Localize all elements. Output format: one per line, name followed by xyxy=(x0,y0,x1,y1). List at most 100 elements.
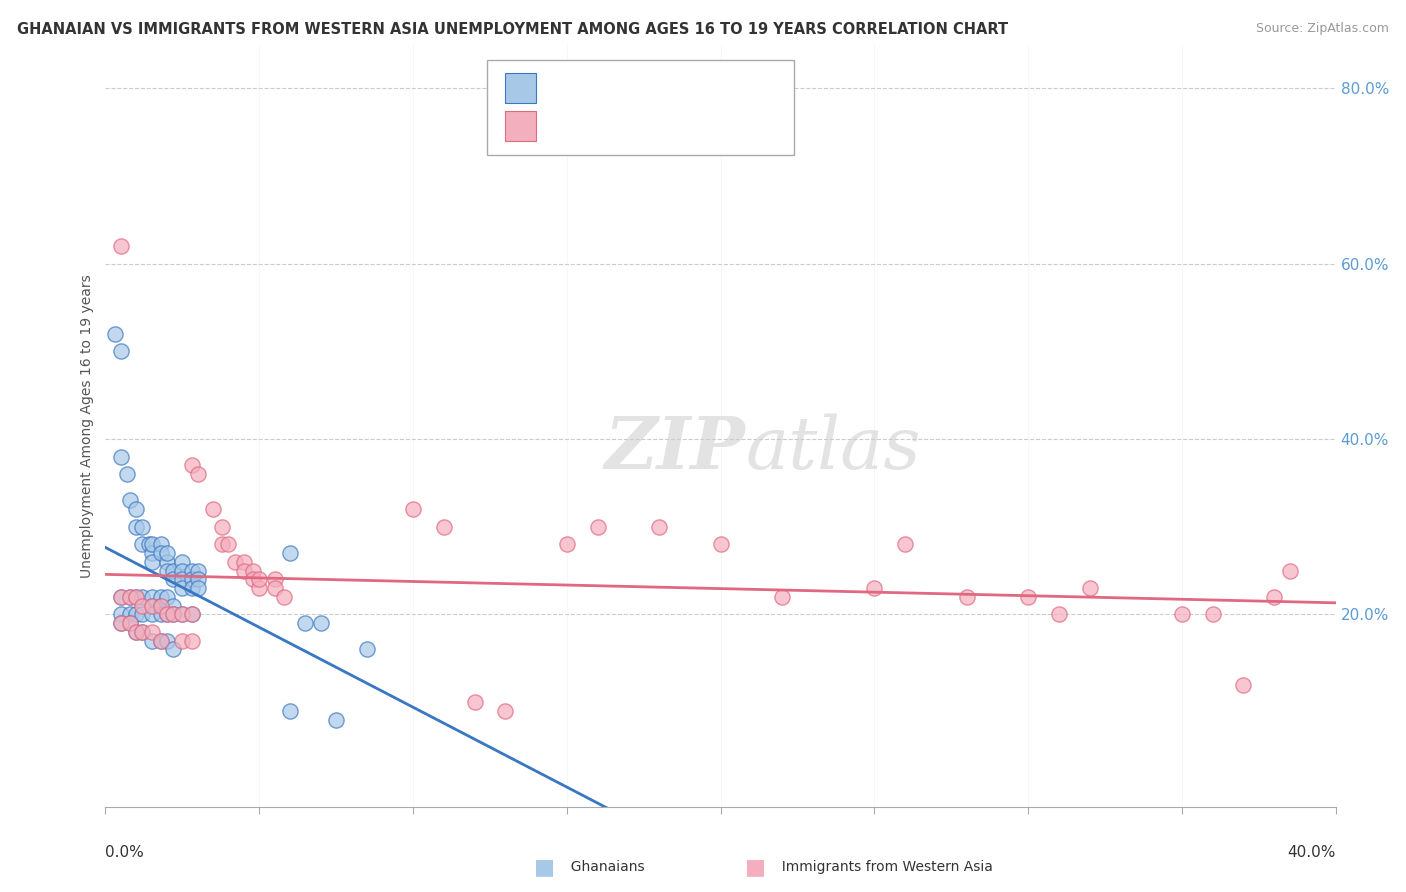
Text: N =: N = xyxy=(659,119,711,134)
Point xyxy=(1232,677,1254,691)
Point xyxy=(125,624,148,639)
Point xyxy=(156,564,179,578)
Point xyxy=(125,520,148,534)
Point xyxy=(1278,564,1301,578)
Point xyxy=(162,607,184,622)
Point xyxy=(141,599,163,613)
Point xyxy=(125,624,148,639)
Point xyxy=(104,326,127,341)
Point xyxy=(433,520,456,534)
Text: 0.0%: 0.0% xyxy=(105,846,145,861)
Point xyxy=(110,607,132,622)
Point xyxy=(172,581,194,595)
Point xyxy=(156,555,179,569)
Point xyxy=(125,590,148,604)
Point xyxy=(555,537,578,551)
Point xyxy=(115,467,138,482)
Point xyxy=(138,537,160,551)
Point xyxy=(278,704,301,718)
Point xyxy=(110,590,132,604)
Point xyxy=(141,633,163,648)
Point xyxy=(187,572,209,586)
Point xyxy=(149,607,172,622)
Point xyxy=(710,537,733,551)
Point xyxy=(648,520,671,534)
Point xyxy=(263,581,285,595)
Point xyxy=(294,616,316,631)
Point xyxy=(232,564,254,578)
Text: -0.046: -0.046 xyxy=(598,80,650,95)
Point xyxy=(309,616,332,631)
Point xyxy=(494,704,516,718)
Point xyxy=(149,633,172,648)
Point xyxy=(120,616,141,631)
Point xyxy=(141,599,163,613)
Point xyxy=(131,520,153,534)
Point xyxy=(211,520,233,534)
Point xyxy=(131,537,153,551)
Point xyxy=(162,607,184,622)
Point xyxy=(218,537,240,551)
Point xyxy=(1017,590,1039,604)
Y-axis label: Unemployment Among Ages 16 to 19 years: Unemployment Among Ages 16 to 19 years xyxy=(80,274,94,578)
Point xyxy=(120,590,141,604)
Point xyxy=(172,633,194,648)
Point xyxy=(1078,581,1101,595)
Text: R =: R = xyxy=(548,119,583,134)
Point xyxy=(110,590,132,604)
Point xyxy=(149,599,172,613)
Point xyxy=(356,642,378,657)
Point xyxy=(141,624,163,639)
Text: ■: ■ xyxy=(745,857,766,877)
Point xyxy=(894,537,917,551)
Point xyxy=(202,502,225,516)
Point xyxy=(141,607,163,622)
Point xyxy=(187,564,209,578)
Point xyxy=(110,616,132,631)
Point xyxy=(162,572,184,586)
Text: 54: 54 xyxy=(721,119,738,134)
Point xyxy=(120,616,141,631)
FancyBboxPatch shape xyxy=(486,60,794,155)
Point xyxy=(120,493,141,508)
Point xyxy=(149,546,172,560)
Text: Immigrants from Western Asia: Immigrants from Western Asia xyxy=(773,860,993,874)
Point xyxy=(180,564,202,578)
Point xyxy=(162,599,184,613)
Point xyxy=(125,590,148,604)
Point xyxy=(131,607,153,622)
Point xyxy=(172,607,194,622)
Point xyxy=(141,537,163,551)
Point xyxy=(180,458,202,473)
Point xyxy=(187,467,209,482)
Point xyxy=(149,590,172,604)
Point xyxy=(586,520,609,534)
Text: ■: ■ xyxy=(534,857,555,877)
Point xyxy=(149,599,172,613)
Point xyxy=(156,607,179,622)
Point xyxy=(180,572,202,586)
Text: 0.141: 0.141 xyxy=(598,119,650,134)
Point xyxy=(125,502,148,516)
Text: Ghanaians: Ghanaians xyxy=(562,860,645,874)
Point xyxy=(120,607,141,622)
Point xyxy=(131,599,153,613)
Point xyxy=(156,607,179,622)
Text: ZIP: ZIP xyxy=(605,413,745,484)
Point xyxy=(180,633,202,648)
Point xyxy=(125,607,148,622)
Point xyxy=(110,239,132,253)
Bar xyxy=(505,73,536,103)
Point xyxy=(131,624,153,639)
Point xyxy=(1201,607,1223,622)
Text: Source: ZipAtlas.com: Source: ZipAtlas.com xyxy=(1256,22,1389,36)
Point xyxy=(120,590,141,604)
Point xyxy=(172,572,194,586)
Text: 64: 64 xyxy=(721,80,738,95)
Point xyxy=(180,607,202,622)
Bar xyxy=(505,111,536,142)
Point xyxy=(172,607,194,622)
Point xyxy=(263,572,285,586)
Point xyxy=(1263,590,1285,604)
Point xyxy=(273,590,295,604)
